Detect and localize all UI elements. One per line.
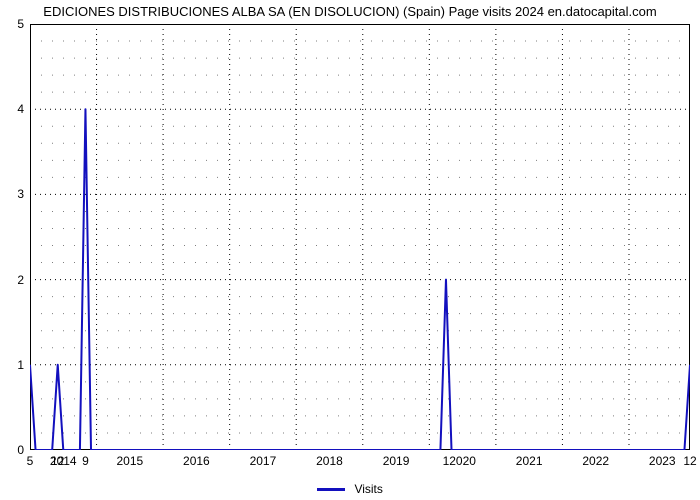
data-point-label: 12 [683,454,696,468]
data-point-label: 5 [27,454,34,468]
y-tick-label: 1 [17,358,24,372]
x-tick-label: 2018 [316,454,343,468]
data-point-label: 1 [443,454,450,468]
data-point-label: 12 [51,454,64,468]
legend-swatch [317,488,345,491]
x-tick-label: 2023 [649,454,676,468]
y-tick-label: 5 [17,17,24,31]
y-tick-label: 2 [17,273,24,287]
y-tick-label: 4 [17,102,24,116]
plot-border [31,25,690,450]
plot-area [30,24,690,450]
x-tick-label: 2019 [383,454,410,468]
legend: Visits [0,481,700,496]
x-tick-label: 2015 [116,454,143,468]
chart-container: EDICIONES DISTRIBUCIONES ALBA SA (EN DIS… [0,0,700,500]
y-tick-label: 3 [17,187,24,201]
y-tick-label: 0 [17,443,24,457]
x-tick-label: 2016 [183,454,210,468]
legend-label: Visits [354,482,382,496]
x-tick-label: 2017 [250,454,277,468]
x-tick-label: 2022 [582,454,609,468]
chart-title: EDICIONES DISTRIBUCIONES ALBA SA (EN DIS… [0,4,700,19]
chart-svg [30,24,690,450]
data-point-label: 9 [82,454,89,468]
x-tick-label: 2021 [516,454,543,468]
x-tick-label: 2020 [449,454,476,468]
